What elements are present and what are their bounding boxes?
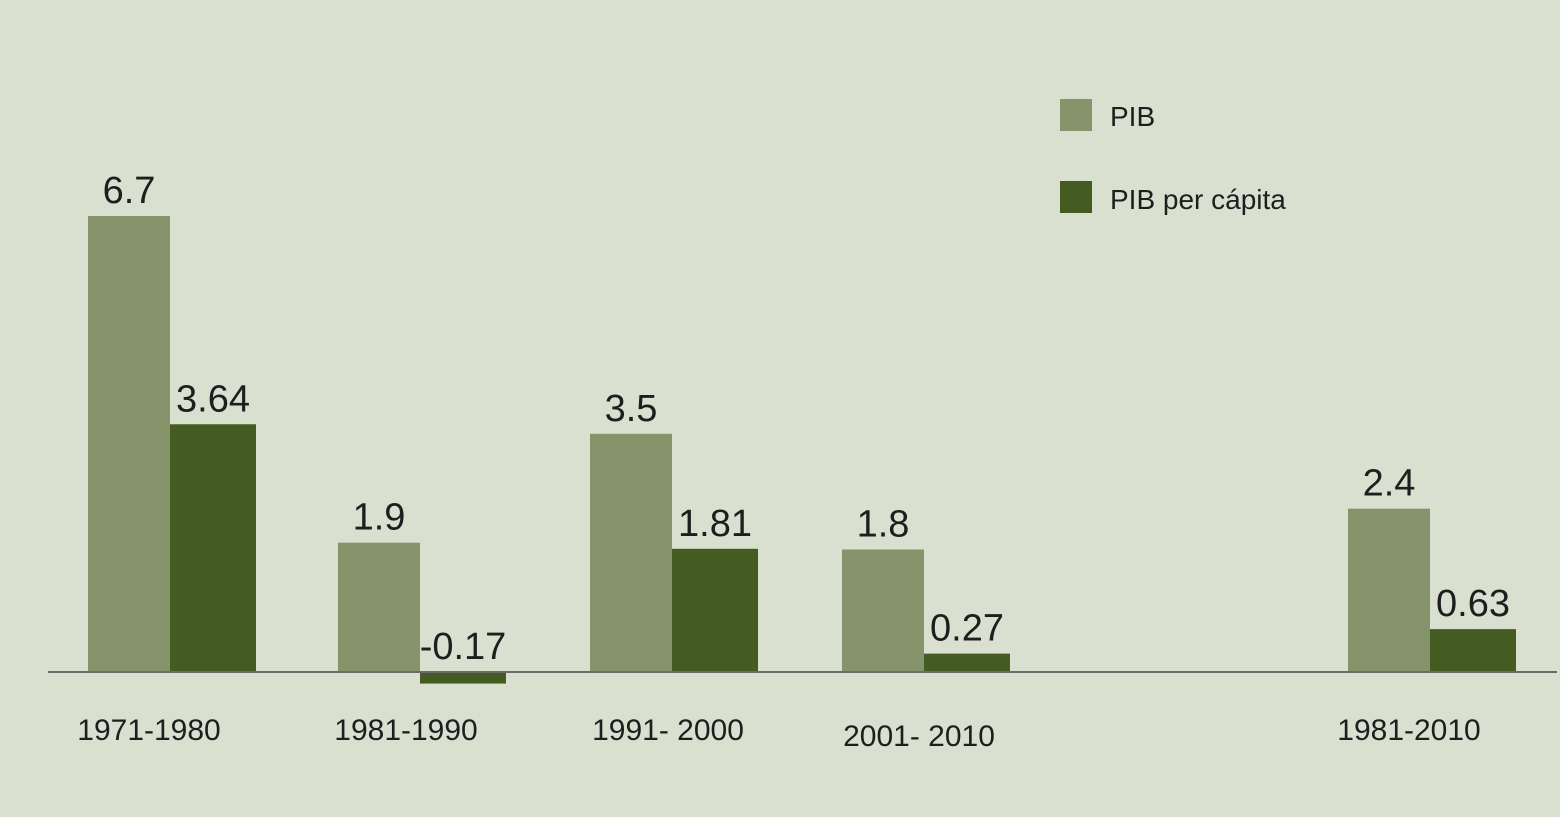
category-label-0: 1971-1980 [77,714,220,747]
value-label-pib-per-capita-3: 0.27 [930,608,1004,650]
value-label-pib-0: 6.7 [103,170,156,212]
bar-pib-per-capita-0 [170,424,256,672]
bars-layer [88,215,1516,684]
value-labels-layer: 6.7 3.64 1.9 -0.17 3.5 1.81 1.8 0.27 2.4 0.63 [103,170,1510,668]
category-label-4: 1981-2010 [1337,714,1480,747]
bar-pib-per-capita-2 [672,548,758,672]
bar-pib-3 [842,549,924,672]
legend-swatch-pib-per-capita [1060,181,1092,213]
bar-pib-per-capita-3 [924,653,1010,672]
value-label-pib-2: 3.5 [605,388,658,430]
value-label-pib-4: 2.4 [1363,463,1416,505]
bar-pib-2 [590,433,672,672]
bar-pib-per-capita-1 [420,672,506,684]
value-label-pib-1: 1.9 [353,497,406,539]
category-label-3: 2001- 2010 [843,720,995,753]
bar-pib-0 [88,215,170,673]
bar-pib-4 [1348,508,1430,672]
value-label-pib-3: 1.8 [857,503,910,545]
legend-label-pib: PIB [1110,101,1155,132]
value-label-pib-per-capita-1: -0.17 [420,626,507,668]
value-label-pib-per-capita-0: 3.64 [176,378,250,420]
legend: PIB PIB per cápita [1060,99,1286,215]
bar-pib-per-capita-4 [1430,629,1516,672]
category-label-2: 1991- 2000 [592,714,744,747]
legend-label-pib-per-capita: PIB per cápita [1110,184,1286,215]
value-label-pib-per-capita-2: 1.81 [678,503,752,545]
category-labels-layer: 1971-1980 1981-1990 1991- 2000 2001- 2010 19… [77,714,1480,753]
value-label-pib-per-capita-4: 0.63 [1436,583,1510,625]
legend-swatch-pib [1060,99,1092,131]
category-label-1: 1981-1990 [334,714,477,747]
bar-pib-1 [338,542,420,672]
